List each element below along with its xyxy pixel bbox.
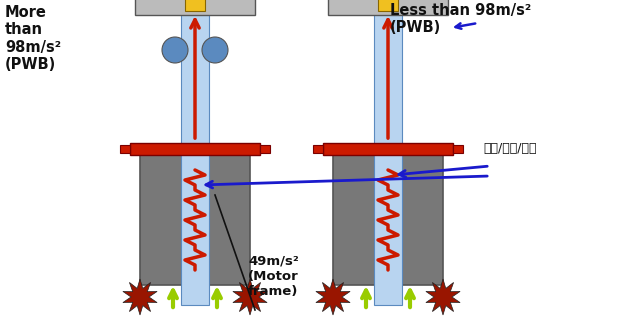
FancyBboxPatch shape [313, 145, 323, 153]
FancyBboxPatch shape [374, 0, 402, 305]
FancyBboxPatch shape [378, 0, 398, 11]
FancyBboxPatch shape [135, 0, 255, 15]
FancyBboxPatch shape [185, 0, 205, 11]
Text: Less than 98m/s²
(PWB): Less than 98m/s² (PWB) [390, 3, 531, 36]
Circle shape [162, 37, 188, 63]
Polygon shape [233, 279, 267, 315]
FancyBboxPatch shape [328, 0, 448, 15]
FancyBboxPatch shape [181, 0, 209, 305]
Circle shape [202, 37, 228, 63]
FancyBboxPatch shape [260, 145, 270, 153]
Polygon shape [123, 279, 157, 315]
FancyBboxPatch shape [323, 143, 453, 155]
FancyBboxPatch shape [140, 155, 250, 285]
Text: 震动/冲击/高温: 震动/冲击/高温 [483, 141, 536, 155]
Polygon shape [426, 279, 460, 315]
FancyBboxPatch shape [333, 155, 443, 285]
Text: 49m/s²
(Motor
frame): 49m/s² (Motor frame) [248, 255, 299, 298]
Text: More
than
98m/s²
(PWB): More than 98m/s² (PWB) [5, 5, 61, 72]
Polygon shape [316, 279, 350, 315]
FancyBboxPatch shape [120, 145, 130, 153]
FancyBboxPatch shape [453, 145, 463, 153]
FancyBboxPatch shape [130, 143, 260, 155]
